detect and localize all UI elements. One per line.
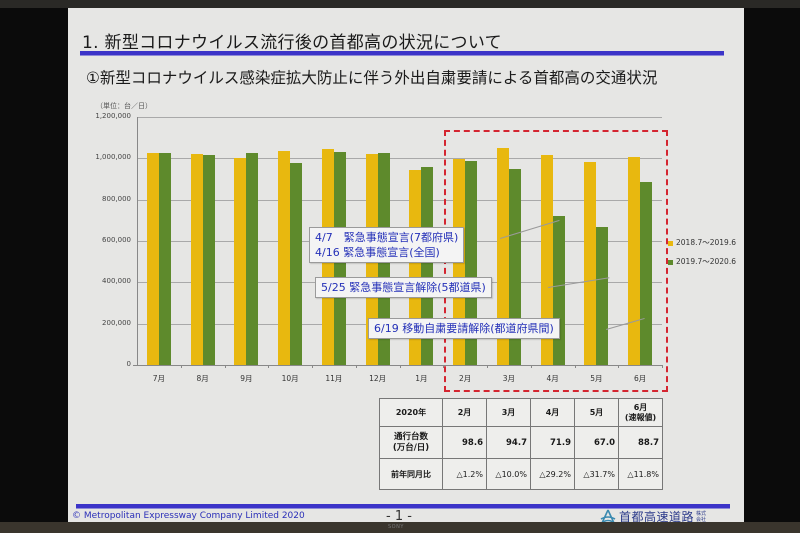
y-axis-unit-label: （単位：台／日）: [96, 102, 152, 110]
table-cell: 88.7: [618, 426, 663, 459]
table-cell: 67.0: [574, 426, 619, 459]
x-tick: [224, 365, 226, 368]
company-logo-suffix: 株式会社: [696, 510, 707, 523]
bar-current-year: [465, 161, 478, 365]
bar-current-year: [421, 167, 434, 365]
x-axis-label: 10月: [281, 374, 299, 383]
x-tick: [355, 365, 357, 368]
traffic-stats-table: 2020年 2月 3月 4月 5月 6月 (速報値) 通行台数 (万台/日) 9…: [379, 398, 663, 490]
footer-rule: [76, 504, 730, 509]
y-tick-label: 800,000: [102, 194, 131, 203]
bar-current-year: [158, 152, 171, 365]
bar-current-year: [202, 154, 215, 365]
gridline: [137, 117, 662, 118]
row-label-yoy: 前年同月比: [379, 458, 443, 490]
legend-swatch-yellow: [668, 240, 673, 246]
x-axis-label: 2月: [458, 374, 472, 383]
table-cell: △10.0%: [486, 458, 531, 490]
x-axis-label: 12月: [369, 374, 387, 383]
presentation-slide: 1. 新型コロナウイルス流行後の首都高の状況について ①新型コロナウイルス感染症…: [68, 8, 744, 522]
y-tick-label: 200,000: [102, 318, 131, 327]
x-axis-label: 3月: [502, 374, 516, 383]
bar-prior-year: [409, 170, 422, 365]
y-tick-label: 0: [126, 360, 131, 368]
x-axis-label: 5月: [590, 374, 603, 383]
copyright-text: © Metropolitan Expressway Company Limite…: [72, 511, 305, 521]
bar-prior-year: [584, 162, 597, 365]
table-header-month: 6月 (速報値): [618, 398, 663, 427]
bar-prior-year: [234, 157, 247, 365]
y-tick-label: 1,000,000: [95, 153, 131, 162]
gridline: [137, 199, 662, 201]
x-axis-label: 1月: [415, 374, 428, 383]
x-axis-label: 7月: [152, 374, 166, 383]
callout-emergency-lifted: 5/25 緊急事態宣言解除(5都道県): [315, 277, 492, 298]
x-tick: [312, 365, 313, 368]
table-header-row: 2020年 2月 3月 4月 5月 6月 (速報値): [379, 398, 663, 427]
monitor-brand: SONY: [388, 524, 404, 530]
x-axis-label: 11月: [325, 374, 343, 383]
background-bottom: [0, 522, 800, 533]
bar-prior-year: [146, 152, 159, 365]
callout-state-of-emergency: 4/7 緊急事態宣言(7都府県) 4/16 緊急事態宣言(全国): [309, 227, 465, 263]
row-label-traffic-volume: 通行台数 (万台/日): [379, 426, 443, 459]
company-logo-text: 首都高速道路: [619, 510, 695, 522]
bar-current-year: [290, 163, 303, 365]
x-tick: [487, 365, 488, 368]
x-axis: [133, 365, 662, 366]
x-tick: [618, 365, 620, 368]
bar-prior-year: [190, 153, 203, 365]
bar-current-year: [596, 226, 609, 365]
table-cell: 98.6: [442, 426, 487, 459]
legend-swatch-green: [668, 259, 673, 265]
page-number: - 1 -: [386, 509, 412, 522]
x-axis-label: 6月: [633, 374, 647, 383]
x-axis-label: 4月: [546, 374, 559, 383]
table-header-month: 5月: [574, 398, 619, 427]
table-header-month: 2月: [442, 398, 487, 427]
table-cell: △1.2%: [442, 458, 487, 490]
table-cell: △11.8%: [618, 458, 663, 490]
x-tick: [180, 365, 182, 368]
bar-prior-year: [628, 157, 641, 365]
x-axis-label: 9月: [240, 374, 253, 383]
expressway-logo-icon: [600, 509, 616, 522]
bar-prior-year: [278, 151, 291, 365]
x-tick: [662, 365, 663, 368]
y-axis: [137, 117, 138, 365]
y-tick-label: 1,200,000: [95, 112, 131, 120]
highlight-box: [444, 130, 668, 392]
bar-prior-year: [496, 147, 509, 365]
x-tick: [268, 365, 270, 368]
x-tick: [399, 365, 401, 368]
x-tick: [530, 365, 532, 368]
background-top: [0, 0, 800, 8]
table-header-month: 4月: [530, 398, 575, 427]
y-tick-label: 400,000: [102, 277, 131, 286]
table-header-year: 2020年: [379, 398, 443, 427]
table-row-yoy: 前年同月比 △1.2% △10.0% △29.2% △31.7% △11.8%: [379, 458, 663, 490]
gridline: [137, 158, 662, 160]
y-tick-label: 600,000: [102, 236, 131, 244]
table-row-traffic-volume: 通行台数 (万台/日) 98.6 94.7 71.9 67.0 88.7: [379, 426, 663, 459]
bar-current-year: [508, 169, 521, 365]
bar-current-year: [246, 152, 259, 365]
legend-item-series2: 2019.7〜2020.6: [668, 256, 736, 267]
legend-item-series1: 2018.7〜2019.6: [668, 237, 736, 248]
bar-prior-year: [540, 155, 553, 365]
table-cell: △31.7%: [574, 458, 619, 490]
x-tick: [443, 365, 445, 368]
table-cell: 94.7: [486, 426, 531, 459]
callout-travel-request-lifted: 6/19 移動自粛要請解除(都道府県間): [368, 318, 560, 339]
slide-title: 1. 新型コロナウイルス流行後の首都高の状況について: [82, 33, 502, 53]
title-underline: [80, 51, 724, 56]
table-header-month: 3月: [486, 398, 531, 427]
slide-subtitle: ①新型コロナウイルス感染症拡大防止に伴う外出自粛要請による首都高の交通状況: [86, 69, 658, 87]
legend: 2018.7〜2019.6 2019.7〜2020.6: [668, 237, 736, 267]
x-axis-label: 8月: [196, 374, 209, 383]
company-logo: 首都高速道路 株式会社: [600, 508, 706, 522]
table-cell: 71.9: [530, 426, 575, 459]
table-cell: △29.2%: [530, 458, 575, 490]
x-tick: [574, 365, 576, 368]
